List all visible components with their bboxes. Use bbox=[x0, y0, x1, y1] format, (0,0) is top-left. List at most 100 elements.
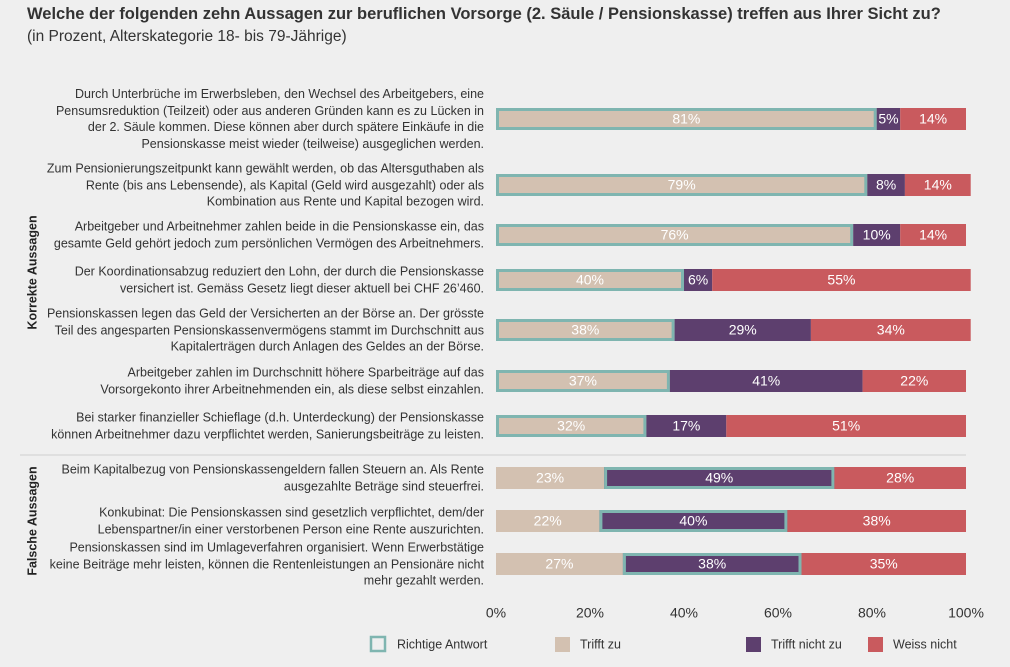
correct-outline bbox=[622, 553, 802, 575]
correct-outline bbox=[599, 510, 788, 532]
value-label: 41% bbox=[752, 373, 780, 389]
category-label: Bei starker finanzieller Schieflage (d.h… bbox=[51, 410, 484, 442]
group-label: Falsche Aussagen bbox=[25, 466, 39, 575]
bar-segment bbox=[496, 319, 675, 341]
x-tick-label: 100% bbox=[948, 605, 984, 621]
bar-segment bbox=[496, 108, 877, 130]
bar-segment bbox=[622, 553, 802, 575]
value-label: 40% bbox=[576, 272, 604, 288]
value-label: 22% bbox=[534, 513, 562, 529]
value-label: 55% bbox=[827, 272, 855, 288]
value-label: 34% bbox=[877, 322, 905, 338]
chart-title: Welche der folgenden zehn Aussagen zur b… bbox=[27, 5, 941, 23]
bar-segment bbox=[496, 553, 623, 575]
correct-outline bbox=[496, 269, 684, 291]
bar-segment bbox=[496, 174, 868, 196]
x-tick-label: 80% bbox=[858, 605, 886, 621]
value-label: 51% bbox=[832, 418, 860, 434]
value-label: 28% bbox=[886, 470, 914, 486]
correct-outline bbox=[496, 174, 868, 196]
bar-segment bbox=[604, 467, 835, 489]
value-label: 6% bbox=[688, 272, 708, 288]
bar-segment bbox=[853, 224, 901, 246]
bar-segment bbox=[904, 174, 971, 196]
value-label: 17% bbox=[672, 418, 700, 434]
value-label: 27% bbox=[545, 556, 573, 572]
bar-segment bbox=[712, 269, 971, 291]
correct-outline bbox=[604, 467, 835, 489]
bar-segment bbox=[496, 467, 605, 489]
x-tick-label: 60% bbox=[764, 605, 792, 621]
value-label: 8% bbox=[876, 177, 896, 193]
value-label: 22% bbox=[900, 373, 928, 389]
bar-segment bbox=[496, 415, 647, 437]
bar-segment bbox=[684, 269, 713, 291]
bar-segment bbox=[876, 108, 901, 130]
value-label: 5% bbox=[878, 111, 898, 127]
value-label: 38% bbox=[571, 322, 599, 338]
value-label: 35% bbox=[870, 556, 898, 572]
value-label: 14% bbox=[919, 227, 947, 243]
category-label: Pensionskassen sind im Umlageverfahren o… bbox=[49, 540, 484, 588]
bar-segment bbox=[810, 319, 971, 341]
x-tick-label: 0% bbox=[486, 605, 506, 621]
bar-segment bbox=[862, 370, 966, 392]
legend-label: Weiss nicht bbox=[893, 637, 957, 651]
x-tick-label: 20% bbox=[576, 605, 604, 621]
legend-swatch bbox=[868, 637, 883, 652]
bar-segment bbox=[496, 370, 670, 392]
bar-segment bbox=[646, 415, 727, 437]
bar-segment bbox=[900, 224, 966, 246]
value-label: 38% bbox=[698, 556, 726, 572]
legend-label: Trifft nicht zu bbox=[771, 637, 842, 651]
bar-segment bbox=[669, 370, 863, 392]
bar-segment bbox=[801, 553, 966, 575]
legend-swatch bbox=[369, 635, 387, 653]
bar-segment bbox=[496, 510, 600, 532]
category-label: Arbeitgeber zahlen im Durchschnitt höher… bbox=[100, 365, 484, 397]
value-label: 79% bbox=[668, 177, 696, 193]
bar-segment bbox=[674, 319, 811, 341]
chart-subtitle: (in Prozent, Alterskategorie 18- bis 79-… bbox=[27, 28, 347, 45]
value-label: 32% bbox=[557, 418, 585, 434]
group-label: Korrekte Aussagen bbox=[25, 215, 39, 329]
category-label: Beim Kapitalbezug von Pensionskassengeld… bbox=[61, 462, 485, 494]
bar-segment bbox=[726, 415, 966, 437]
value-label: 49% bbox=[705, 470, 733, 486]
correct-outline bbox=[496, 319, 675, 341]
value-label: 14% bbox=[919, 111, 947, 127]
category-label: Zum Pensionierungszeitpunkt kann gewählt… bbox=[46, 161, 484, 209]
bar-segment bbox=[599, 510, 788, 532]
legend-label: Trifft zu bbox=[580, 637, 621, 651]
category-label: Konkubinat: Die Pensionskassen sind gese… bbox=[97, 505, 484, 537]
correct-outline bbox=[496, 370, 670, 392]
value-label: 81% bbox=[672, 111, 700, 127]
category-label: Der Koordinationsabzug reduziert den Loh… bbox=[74, 264, 484, 296]
value-label: 37% bbox=[569, 373, 597, 389]
value-label: 14% bbox=[924, 177, 952, 193]
correct-outline bbox=[496, 415, 647, 437]
value-label: 38% bbox=[863, 513, 891, 529]
value-label: 40% bbox=[679, 513, 707, 529]
value-label: 10% bbox=[863, 227, 891, 243]
legend-label: Richtige Antwort bbox=[397, 637, 488, 651]
value-label: 23% bbox=[536, 470, 564, 486]
correct-outline bbox=[496, 224, 854, 246]
legend-swatch bbox=[555, 637, 570, 652]
correct-outline bbox=[496, 108, 877, 130]
bar-segment bbox=[834, 467, 966, 489]
category-label: Durch Unterbrüche im Erwerbsleben, den W… bbox=[55, 87, 484, 151]
x-tick-label: 40% bbox=[670, 605, 698, 621]
bar-segment bbox=[496, 224, 854, 246]
bar-segment bbox=[867, 174, 905, 196]
bar-segment bbox=[496, 269, 684, 291]
category-label: Pensionskassen legen das Geld der Versic… bbox=[46, 306, 484, 354]
legend-swatch bbox=[746, 637, 761, 652]
bar-segment bbox=[900, 108, 966, 130]
value-label: 29% bbox=[729, 322, 757, 338]
category-label: Arbeitgeber und Arbeitnehmer zahlen beid… bbox=[53, 219, 484, 251]
bar-segment bbox=[787, 510, 966, 532]
value-label: 76% bbox=[661, 227, 689, 243]
